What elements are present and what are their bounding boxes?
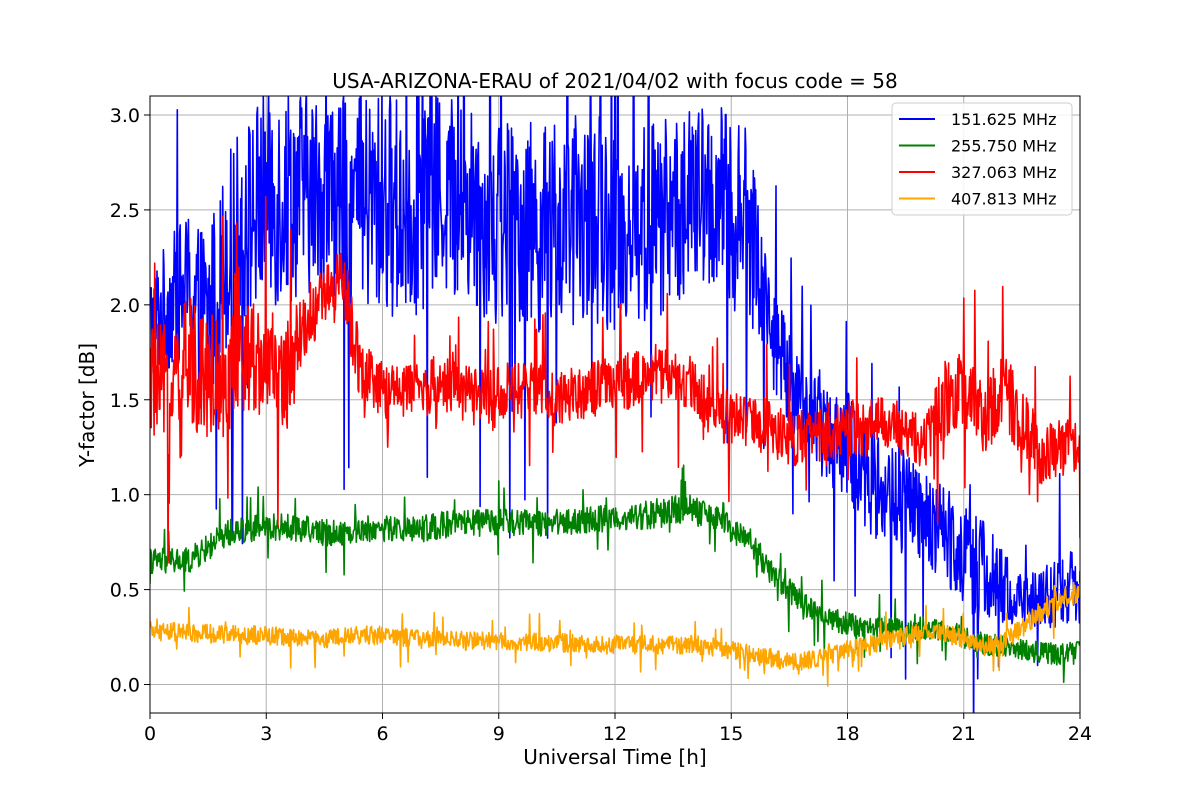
series-line xyxy=(150,464,1080,683)
x-tick-label: 18 xyxy=(835,723,859,745)
y-tick-label: 2.0 xyxy=(110,295,140,317)
y-tick-label: 0.5 xyxy=(110,580,140,602)
series-line xyxy=(150,195,1080,564)
legend-entry: 407.813 MHz xyxy=(951,190,1056,209)
x-tick-label: 3 xyxy=(260,723,272,745)
series-line xyxy=(150,581,1080,687)
legend: 151.625 MHz 255.750 MHz 327.063 MHz 407.813… xyxy=(891,102,1073,216)
x-tick-label: 15 xyxy=(719,723,743,745)
y-tick-label: 1.0 xyxy=(110,485,140,507)
legend-entry: 255.750 MHz xyxy=(951,137,1056,156)
series-layer xyxy=(150,96,1080,713)
x-tick-label: 0 xyxy=(144,723,156,745)
x-tick-label: 24 xyxy=(1068,723,1092,745)
y-tick-label: 1.5 xyxy=(110,390,140,412)
series-line xyxy=(150,96,1080,713)
y-tick-label: 2.5 xyxy=(110,200,140,222)
x-tick-label: 21 xyxy=(952,723,976,745)
chart-title: USA-ARIZONA-ERAU of 2021/04/02 with focu… xyxy=(332,69,897,93)
legend-box xyxy=(891,102,1073,216)
legend-entry: 327.063 MHz xyxy=(951,163,1056,182)
x-tick-label: 12 xyxy=(603,723,627,745)
y-tick-label: 3.0 xyxy=(110,105,140,127)
y-tick-label: 0.0 xyxy=(110,675,140,697)
y-axis: 0.0 0.5 1.0 1.5 2.0 2.5 3.0 xyxy=(110,105,150,697)
y-axis-label: Y-factor [dB] xyxy=(75,343,99,468)
x-tick-label: 9 xyxy=(493,723,505,745)
x-tick-label: 6 xyxy=(376,723,388,745)
x-axis-label: Universal Time [h] xyxy=(523,745,706,769)
x-axis: 0 3 6 9 12 15 18 21 24 xyxy=(144,713,1092,745)
legend-entry: 151.625 MHz xyxy=(951,110,1056,129)
